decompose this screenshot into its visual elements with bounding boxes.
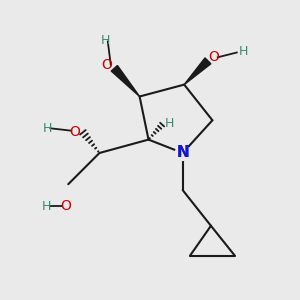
Text: H: H bbox=[43, 122, 52, 135]
Text: H: H bbox=[101, 34, 110, 46]
Text: O: O bbox=[208, 50, 219, 64]
Text: H: H bbox=[164, 117, 174, 130]
Polygon shape bbox=[184, 58, 211, 85]
Text: N: N bbox=[176, 146, 189, 160]
Text: N: N bbox=[176, 146, 189, 160]
Text: O: O bbox=[70, 124, 80, 139]
Text: O: O bbox=[101, 58, 112, 72]
Text: O: O bbox=[61, 200, 72, 214]
Text: H: H bbox=[239, 45, 248, 58]
Text: H: H bbox=[41, 200, 51, 213]
Polygon shape bbox=[111, 65, 140, 97]
Circle shape bbox=[175, 146, 190, 160]
